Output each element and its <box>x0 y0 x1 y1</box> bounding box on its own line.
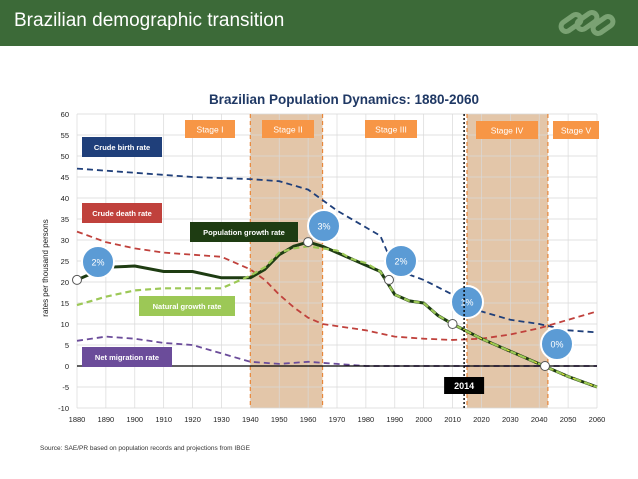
y-tick-label: 5 <box>65 341 69 350</box>
stage-label: Stage III <box>375 125 407 135</box>
x-tick-label: 1980 <box>358 415 375 424</box>
y-tick-label: 60 <box>61 110 69 119</box>
x-tick-label: 2030 <box>502 415 519 424</box>
stage-label-box <box>476 121 538 139</box>
current-year-label: 2014 <box>454 381 474 391</box>
y-tick-label: 25 <box>61 257 69 266</box>
growth-bubble-label: 3% <box>317 222 330 232</box>
legend-label: Net migration rate <box>95 353 159 362</box>
x-tick-label: 1900 <box>126 415 143 424</box>
header-bar: Brazilian demographic transition <box>0 0 638 46</box>
stage-label-box <box>365 120 417 138</box>
growth-bubble <box>540 327 574 361</box>
current-year-box <box>444 377 485 394</box>
stage-label-box <box>553 121 599 139</box>
stage-label-box <box>185 120 235 138</box>
y-tick-label: 0 <box>65 362 69 371</box>
data-point-marker <box>303 237 314 248</box>
x-tick-label: 1910 <box>155 415 172 424</box>
stage-label: Stage IV <box>491 126 524 136</box>
growth-bubble-label: 1% <box>460 298 473 308</box>
y-tick-label: -10 <box>58 404 69 413</box>
data-point-marker <box>540 361 550 371</box>
stage-label: Stage I <box>197 125 224 135</box>
growth-bubble <box>450 285 484 319</box>
growth-bubble <box>81 245 115 279</box>
y-tick-label: 10 <box>61 320 69 329</box>
legend-label: Natural growth rate <box>153 302 222 311</box>
data-point-marker <box>447 319 458 329</box>
x-tick-label: 1970 <box>329 415 346 424</box>
growth-bubble-label: 2% <box>91 258 104 268</box>
x-tick-label: 1990 <box>386 415 403 424</box>
growth-bubble-label: 0% <box>550 340 563 350</box>
x-tick-label: 2000 <box>415 415 432 424</box>
legend-box-growth <box>190 222 298 242</box>
x-tick-label: 1880 <box>69 415 86 424</box>
chain-links-icon <box>554 6 624 47</box>
legend-box-birth <box>82 137 162 157</box>
x-tick-label: 2040 <box>531 415 548 424</box>
x-tick-label: 1890 <box>98 415 115 424</box>
y-tick-label: 35 <box>61 215 69 224</box>
stage-label-box <box>262 120 314 138</box>
stage-label: Stage II <box>273 125 302 135</box>
x-tick-label: 2010 <box>444 415 461 424</box>
x-tick-label: 2050 <box>560 415 577 424</box>
stage-label: Stage V <box>561 126 592 136</box>
legend-label: Population growth rate <box>203 228 285 237</box>
growth-bubble <box>307 209 341 243</box>
x-tick-label: 2060 <box>589 415 606 424</box>
series-line-migration <box>76 335 597 367</box>
y-tick-label: 50 <box>61 152 69 161</box>
series-line-natural <box>76 245 598 389</box>
x-tick-label: 1920 <box>184 415 201 424</box>
series-line-birth <box>76 167 598 334</box>
data-point-marker <box>384 274 394 285</box>
growth-bubble-label: 2% <box>394 257 407 267</box>
legend-box-natural <box>139 296 235 316</box>
y-tick-label: 30 <box>61 236 69 245</box>
source-note: Source: SAE/PR based on population recor… <box>40 445 250 452</box>
legend-label: Crude birth rate <box>94 143 150 152</box>
x-tick-label: 1950 <box>271 415 288 424</box>
data-point-marker <box>72 274 82 285</box>
y-tick-label: 20 <box>61 278 69 287</box>
x-tick-label: 2020 <box>473 415 490 424</box>
y-tick-label: 15 <box>61 299 69 308</box>
growth-bubble <box>384 244 418 278</box>
y-tick-label: 40 <box>61 194 69 203</box>
y-tick-label: -5 <box>62 383 69 392</box>
legend-box-death <box>82 203 162 223</box>
x-tick-label: 1940 <box>242 415 259 424</box>
legend-label: Crude death rate <box>92 209 152 218</box>
y-tick-label: 45 <box>61 173 69 182</box>
chart-title: Brazilian Population Dynamics: 1880-2060 <box>209 92 479 107</box>
legend-box-migration <box>82 347 172 367</box>
page-title: Brazilian demographic transition <box>14 10 285 31</box>
x-tick-label: 1960 <box>300 415 317 424</box>
series-line-death <box>76 230 598 341</box>
x-tick-label: 1930 <box>213 415 230 424</box>
y-axis-label: rates per thousand persons <box>41 219 50 316</box>
y-tick-label: 55 <box>61 131 69 140</box>
